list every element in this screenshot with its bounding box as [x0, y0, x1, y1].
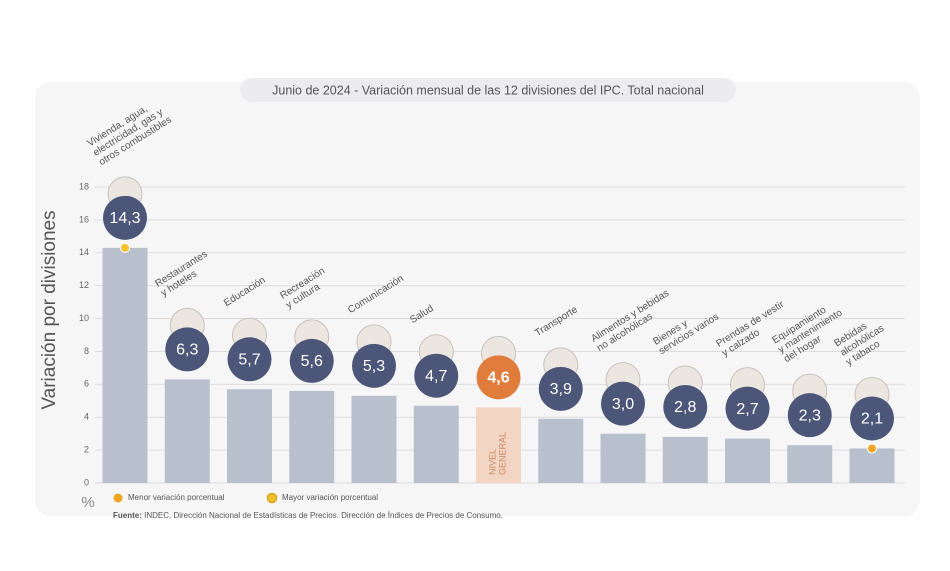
value-badge: [725, 386, 770, 431]
bar: [725, 438, 770, 483]
y-axis-label: Variación por divisiones: [39, 210, 60, 409]
y-tick-label: 0: [84, 477, 89, 487]
y-tick-label: 14: [79, 247, 89, 257]
bar: [787, 445, 833, 483]
value-badge: [352, 343, 396, 388]
value-label: 2,8: [674, 399, 696, 416]
bar: [849, 448, 895, 483]
legend-label: Menor variación porcentual: [128, 493, 225, 502]
legend-label: Mayor variación porcentual: [282, 493, 378, 502]
y-tick-label: 2: [84, 444, 89, 454]
value-label: 4,6: [487, 370, 509, 387]
bar: [413, 405, 459, 483]
legend-marker: [113, 493, 123, 503]
bar: [227, 389, 272, 483]
value-label: 5,7: [238, 351, 260, 368]
max-marker: [120, 242, 130, 253]
value-badge: [289, 338, 334, 383]
value-badge: [414, 353, 459, 398]
source-label: Fuente:: [113, 511, 142, 520]
bar: [662, 436, 708, 483]
y-tick-label: 18: [79, 181, 89, 191]
legend-marker: [266, 492, 278, 504]
y-tick-label: 16: [79, 214, 89, 224]
bar: [476, 407, 521, 483]
value-label: 2,7: [736, 401, 758, 418]
value-label: 3,9: [550, 381, 572, 398]
y-unit: %: [81, 494, 94, 511]
y-tick-label: 12: [79, 280, 89, 290]
value-label: 2,1: [861, 411, 883, 428]
value-badge: [787, 393, 832, 438]
bar: [351, 395, 397, 483]
min-marker: [867, 443, 877, 454]
category-label: NIVELGENERAL: [488, 432, 508, 475]
value-badge: [601, 381, 645, 426]
value-label: 4,7: [425, 368, 447, 385]
y-tick-label: 8: [84, 346, 89, 356]
value-label: 14,3: [109, 210, 140, 227]
bar: [289, 390, 335, 483]
source-text: INDEC, Dirección Nacional de Estadística…: [144, 511, 503, 520]
bar: [102, 247, 148, 483]
value-badge: [227, 337, 272, 382]
source: Fuente: INDEC, Dirección Nacional de Est…: [113, 511, 503, 520]
y-tick-label: 10: [79, 313, 89, 323]
value-badge: [165, 327, 210, 372]
value-badge: [103, 195, 147, 240]
bar: [538, 418, 584, 483]
y-tick-label: 6: [84, 379, 89, 389]
value-badge: [850, 396, 894, 441]
bar: [600, 433, 646, 483]
value-label: 2,3: [799, 407, 821, 424]
value-badge: [663, 384, 708, 429]
y-tick-label: 4: [84, 412, 89, 422]
chart-title: Junio de 2024 - Variación mensual de las…: [272, 83, 704, 97]
value-badge: [538, 366, 583, 411]
value-label: 6,3: [176, 342, 198, 359]
value-badge: [476, 355, 521, 400]
title-pill: [240, 78, 736, 102]
value-label: 5,6: [301, 353, 323, 370]
value-label: 3,0: [612, 396, 634, 413]
value-label: 5,3: [363, 358, 385, 375]
bar: [164, 379, 210, 483]
